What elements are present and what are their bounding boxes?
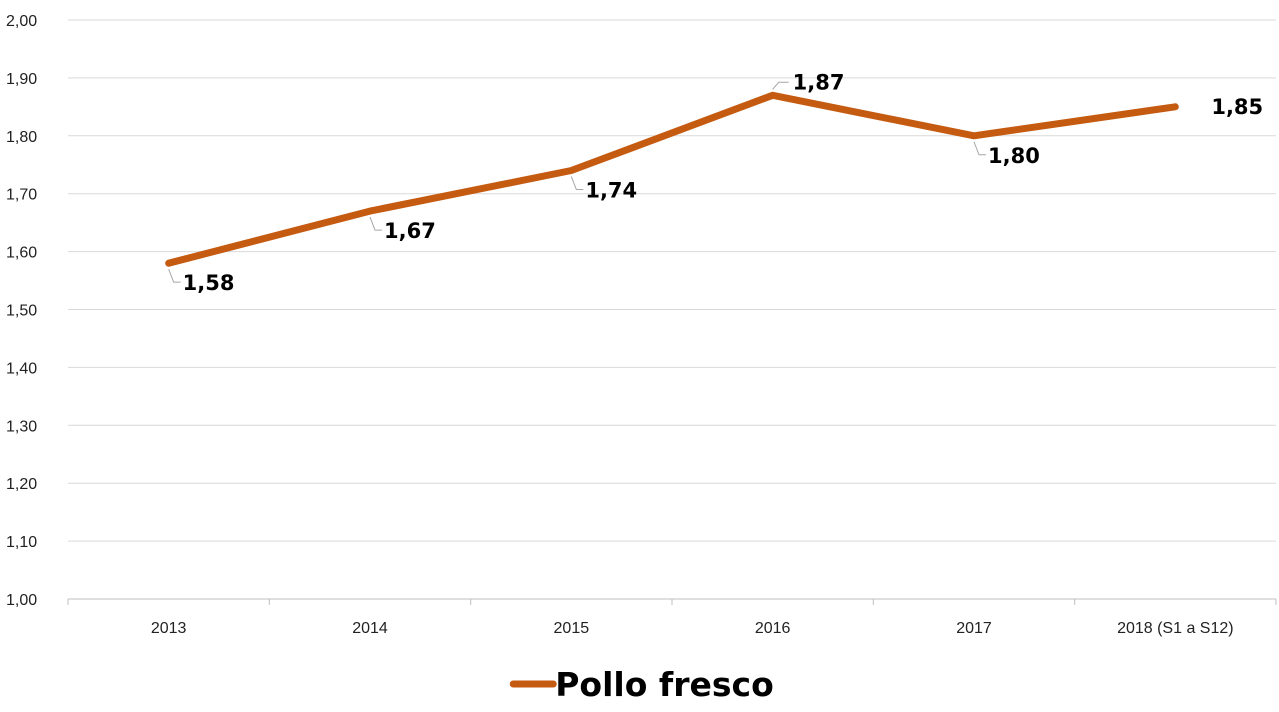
y-tick-label: 1,90 bbox=[6, 71, 37, 88]
data-label: 1,87 bbox=[793, 70, 845, 94]
data-label-group: 1,80 bbox=[973, 141, 1040, 168]
data-label: 1,58 bbox=[183, 271, 235, 295]
y-tick-label: 1,60 bbox=[6, 245, 37, 262]
legend: Pollo fresco bbox=[509, 665, 774, 704]
leader-line bbox=[168, 269, 181, 283]
data-label: 1,67 bbox=[384, 219, 436, 243]
x-axis: 2013 2014 2015 2016 2017 2018 (S1 a S12) bbox=[67, 598, 1277, 637]
series-pollo-fresco bbox=[165, 91, 1179, 267]
data-label-group: 1,58 bbox=[168, 269, 235, 295]
legend-label-pollo-fresco: Pollo fresco bbox=[555, 665, 774, 704]
data-label-group: 1,74 bbox=[570, 176, 637, 203]
y-tick-label: 2,00 bbox=[6, 13, 37, 30]
x-tick-label: 2014 bbox=[352, 620, 388, 637]
x-tick-label: 2015 bbox=[554, 620, 590, 637]
x-tick-label: 2017 bbox=[956, 620, 992, 637]
leader-line bbox=[369, 216, 382, 231]
y-tick-label: 1,10 bbox=[6, 534, 37, 551]
y-tick-label: 1,80 bbox=[6, 129, 37, 146]
leader-line bbox=[570, 176, 584, 191]
y-tick-label: 1,20 bbox=[6, 476, 37, 493]
data-labels: 1,58 1,67 1,74 1,87 1,80 1,85 bbox=[168, 70, 1263, 295]
x-tick-label: 2016 bbox=[755, 620, 791, 637]
leader-line bbox=[772, 81, 789, 90]
leader-line bbox=[973, 141, 986, 156]
series-line bbox=[165, 91, 1179, 267]
data-label-group: 1,67 bbox=[369, 216, 436, 243]
data-label: 1,85 bbox=[1211, 95, 1263, 119]
x-tick-label: 2018 (S1 a S12) bbox=[1117, 620, 1234, 637]
data-label-group: 1,85 bbox=[1211, 95, 1263, 119]
y-axis: 1,00 1,10 1,20 1,30 1,40 1,50 1,60 1,70 1,80 1,90… bbox=[6, 13, 37, 609]
data-label: 1,80 bbox=[988, 144, 1040, 168]
gridlines bbox=[68, 19, 1276, 542]
data-label: 1,74 bbox=[585, 179, 637, 203]
y-tick-label: 1,00 bbox=[6, 592, 37, 609]
y-tick-label: 1,50 bbox=[6, 303, 37, 320]
data-label-group: 1,87 bbox=[772, 70, 845, 94]
y-tick-label: 1,40 bbox=[6, 360, 37, 377]
y-tick-label: 1,70 bbox=[6, 187, 37, 204]
y-tick-label: 1,30 bbox=[6, 418, 37, 435]
x-tick-label: 2013 bbox=[151, 620, 187, 637]
